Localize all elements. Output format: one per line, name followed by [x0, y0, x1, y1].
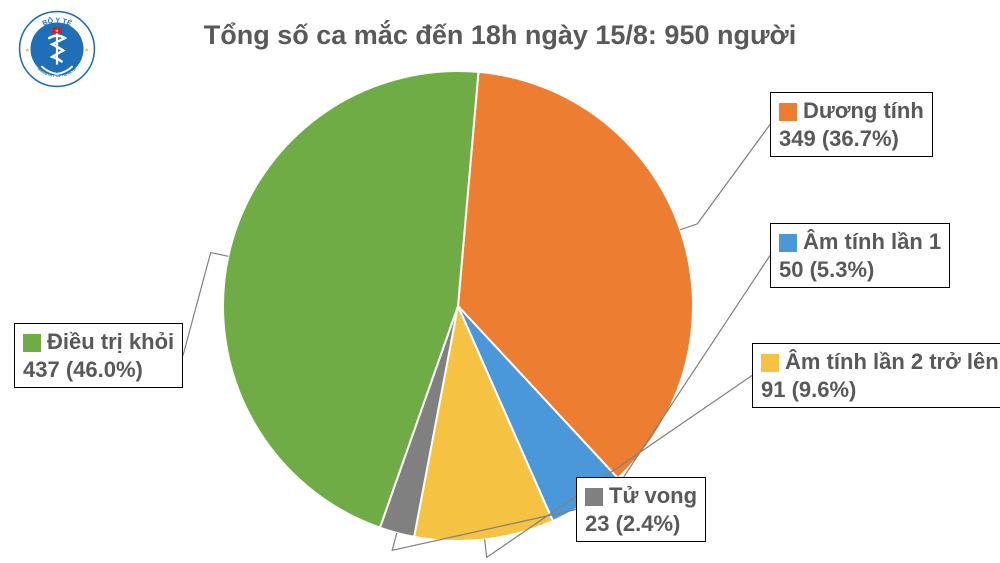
label-value-tu_vong: 23 (2.4%) — [585, 510, 697, 538]
leader-dieu_tri — [183, 253, 228, 356]
swatch-am_tinh_1 — [779, 234, 797, 252]
label-am_tinh_2: Âm tính lần 2 trở lên91 (9.6%) — [752, 343, 1000, 408]
label-dieu_tri: Điều trị khỏi437 (46.0%) — [14, 323, 183, 388]
label-value-am_tinh_1: 50 (5.3%) — [779, 256, 941, 284]
chart-container: BỘ Y TẾ MINISTRY OF HEALTH Tổng số ca mắ… — [0, 0, 1000, 563]
label-value-duong_tinh: 349 (36.7%) — [779, 125, 924, 153]
pie-chart — [223, 71, 693, 541]
swatch-am_tinh_2 — [761, 354, 779, 372]
chart-title: Tổng số ca mắc đến 18h ngày 15/8: 950 ng… — [0, 20, 1000, 51]
label-am_tinh_1: Âm tính lần 150 (5.3%) — [770, 223, 950, 288]
label-text-am_tinh_1: Âm tính lần 1 — [803, 229, 941, 254]
label-value-am_tinh_2: 91 (9.6%) — [761, 376, 999, 404]
swatch-dieu_tri — [23, 334, 41, 352]
label-text-am_tinh_2: Âm tính lần 2 trở lên — [785, 349, 999, 374]
label-tu_vong: Tử vong23 (2.4%) — [576, 477, 706, 542]
swatch-duong_tinh — [779, 103, 797, 121]
label-duong_tinh: Dương tính349 (36.7%) — [770, 92, 933, 157]
label-text-tu_vong: Tử vong — [609, 483, 697, 508]
label-text-dieu_tri: Điều trị khỏi — [47, 329, 174, 354]
swatch-tu_vong — [585, 488, 603, 506]
label-value-dieu_tri: 437 (46.0%) — [23, 356, 174, 384]
leader-duong_tinh — [680, 125, 770, 230]
label-text-duong_tinh: Dương tính — [803, 98, 924, 123]
